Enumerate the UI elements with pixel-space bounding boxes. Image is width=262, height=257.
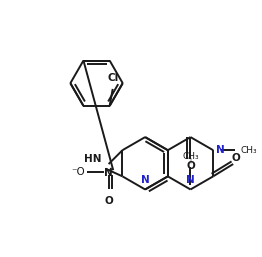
Text: CH₃: CH₃: [183, 152, 200, 161]
Text: O: O: [232, 153, 241, 163]
Text: O: O: [104, 196, 113, 206]
Text: +: +: [107, 167, 113, 173]
Text: Cl: Cl: [108, 73, 119, 83]
Text: N: N: [216, 145, 225, 155]
Text: N: N: [104, 168, 113, 178]
Text: |: |: [189, 158, 192, 163]
Text: O: O: [186, 161, 195, 171]
Text: CH₃: CH₃: [240, 146, 257, 155]
Text: N: N: [141, 175, 150, 185]
Text: HN: HN: [84, 154, 102, 164]
Text: N: N: [186, 175, 195, 185]
Text: ⁻O: ⁻O: [71, 167, 85, 177]
